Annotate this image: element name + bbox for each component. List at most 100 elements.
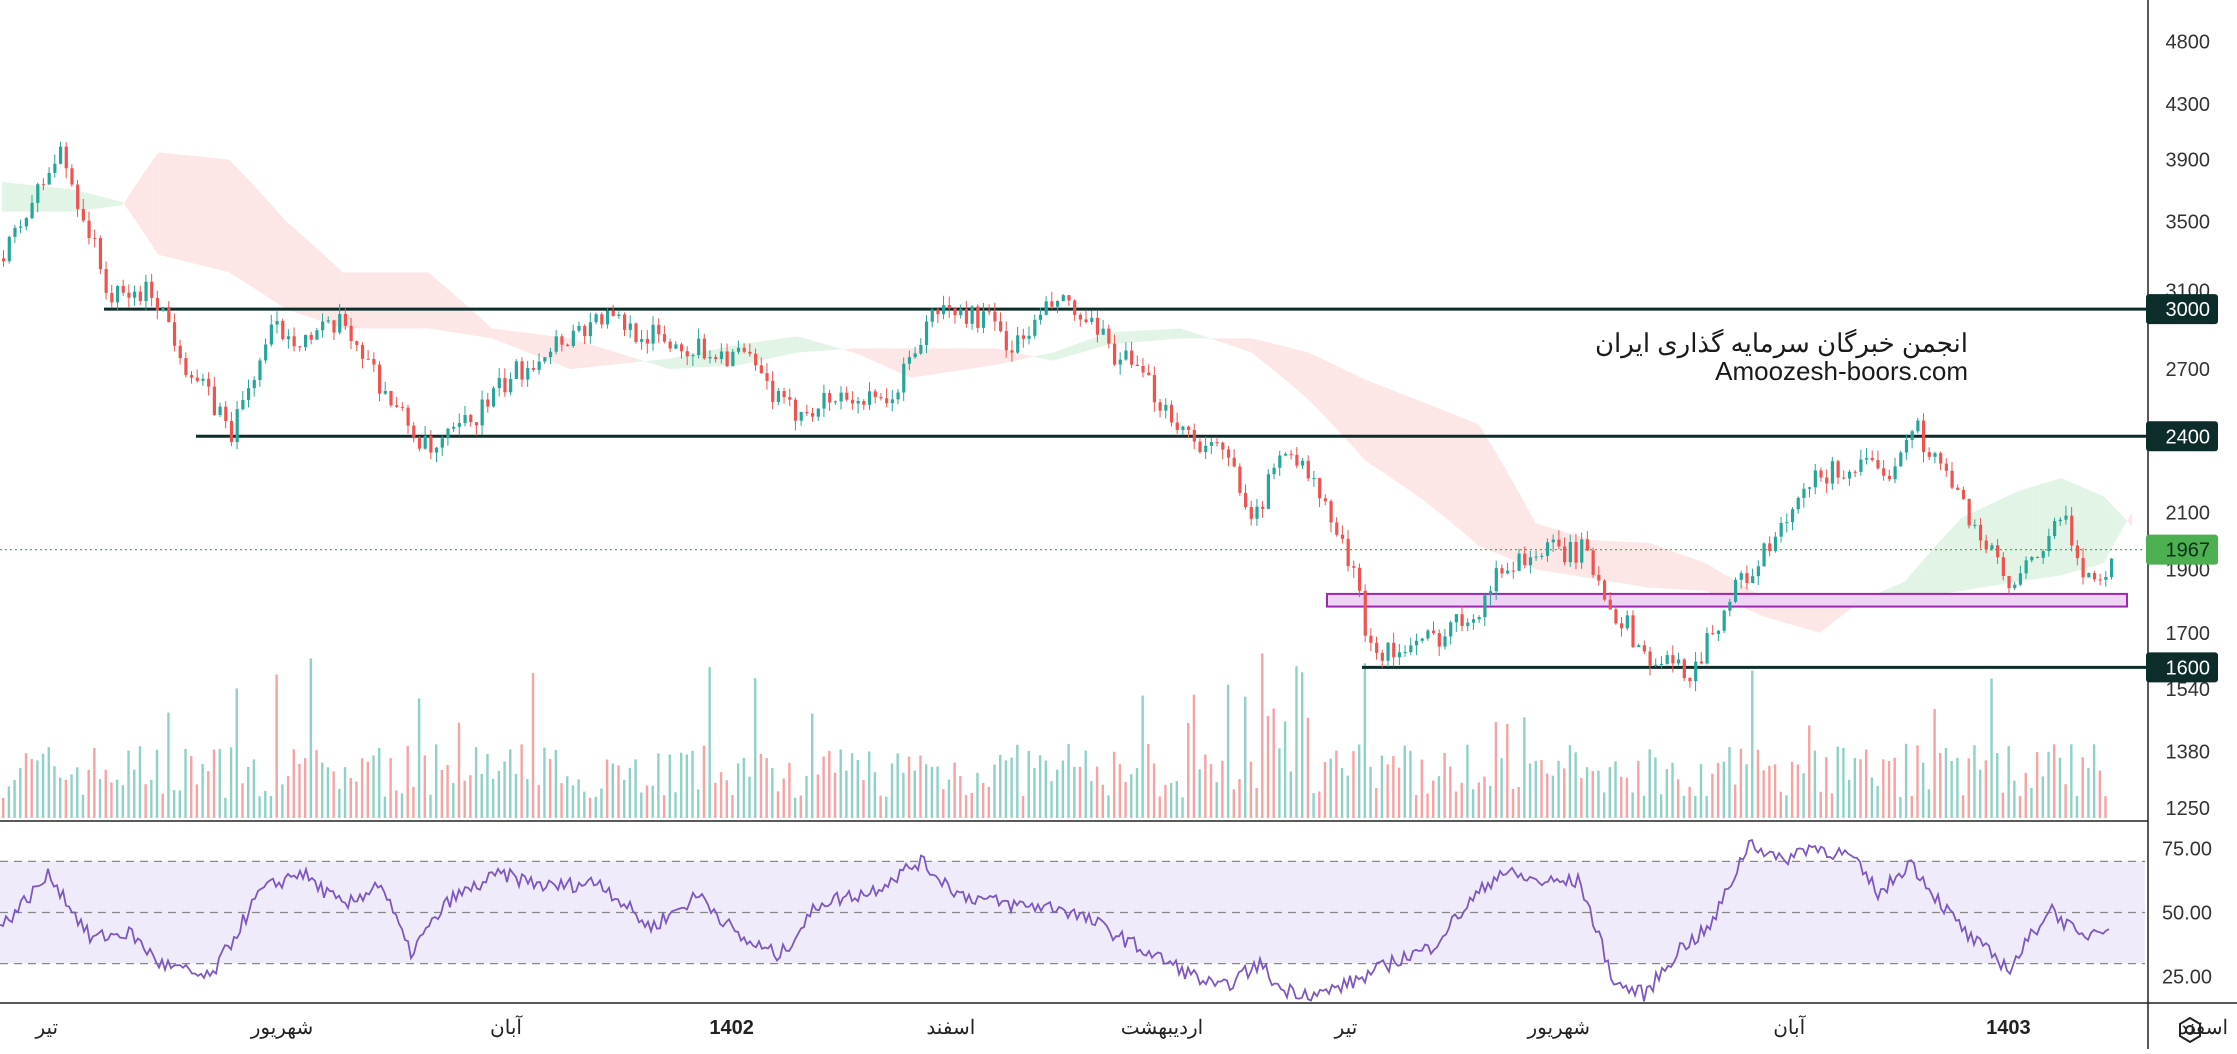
candle [2035, 556, 2040, 559]
candle [930, 307, 934, 328]
candle-body [1534, 556, 1538, 558]
volume-bar [1027, 750, 1030, 818]
candle-body [1004, 331, 1008, 351]
cloud-segment [740, 343, 750, 365]
candle-body [144, 281, 148, 302]
hexagon-gear-icon [2179, 1016, 2201, 1044]
cloud-segment [61, 188, 73, 212]
candle-body [1221, 442, 1225, 450]
candle [429, 430, 433, 460]
volume-bar [1978, 769, 1982, 818]
volume-bar [167, 712, 170, 818]
volume-bar [1124, 782, 1127, 818]
candle [2070, 506, 2074, 552]
candle [1477, 615, 1481, 624]
candle-body [1899, 452, 1903, 467]
candle-body [640, 338, 644, 342]
candle-body [1876, 460, 1880, 469]
price-tick-label: 1380 [2166, 742, 2211, 764]
volume-bar [1608, 767, 1612, 818]
candle [87, 211, 91, 245]
volume-bar [1996, 753, 1999, 818]
candle [782, 387, 786, 404]
candle-body [822, 392, 826, 409]
candle-body [1363, 590, 1367, 636]
candle-body [1414, 640, 1419, 646]
volume-bar [1694, 795, 1697, 818]
candle-body [970, 306, 974, 324]
volume-bar [1198, 769, 1201, 818]
candle-body [161, 307, 165, 311]
volume-bar [1876, 786, 1879, 818]
volume-bar [981, 782, 985, 818]
candle-body [491, 388, 496, 407]
candle [326, 316, 330, 324]
volume-bar [754, 678, 757, 818]
volume-bar [1688, 786, 1691, 818]
volume-bar [178, 790, 182, 818]
date-tick-label: اردیبهشت [1121, 1017, 1203, 1039]
cloud-segment [1204, 336, 1217, 341]
horizontal-levels[interactable] [0, 307, 2147, 669]
candle [805, 404, 809, 416]
volume-bar [1785, 795, 1788, 818]
candle [1921, 413, 1926, 463]
volume-bar [332, 771, 335, 818]
candle [1038, 307, 1043, 325]
candle [1107, 324, 1111, 349]
candle [1221, 441, 1225, 460]
candle [788, 388, 792, 407]
volume-bar [987, 786, 991, 818]
candle [1215, 438, 1219, 447]
volume-bar [1711, 773, 1714, 818]
candle-body [1067, 295, 1071, 301]
cloud-segment [1289, 347, 1299, 392]
candle [651, 316, 655, 351]
candle [127, 284, 131, 308]
candle [1403, 645, 1407, 657]
settings-button[interactable] [2175, 1015, 2205, 1045]
candle-body [1033, 319, 1037, 336]
candle-body [1631, 615, 1635, 648]
candle [1659, 656, 1664, 669]
candle-body [292, 336, 296, 347]
cloud-segment [371, 272, 386, 329]
candle [480, 390, 484, 435]
candle-body [1648, 651, 1652, 666]
candle-body [1893, 466, 1897, 480]
candle-body [1352, 566, 1356, 568]
cloud-segment [2032, 484, 2040, 580]
cloud-segment [122, 196, 129, 211]
volume-bar [1454, 791, 1458, 818]
volume-bar [685, 754, 689, 818]
cloud-segment [996, 348, 1006, 365]
candle [2098, 573, 2102, 586]
candle [617, 311, 621, 319]
candle-body [104, 269, 108, 293]
candle-body [571, 330, 575, 347]
volume-bar [1255, 787, 1258, 818]
candle-body [537, 361, 541, 370]
candle [1756, 560, 1760, 585]
volume-bar [1990, 678, 1993, 818]
candle-body [657, 324, 661, 335]
candle [1067, 295, 1071, 307]
cloud-segment [872, 348, 883, 365]
volume-bar [1323, 762, 1327, 818]
candle [1090, 310, 1094, 325]
candle [731, 348, 735, 367]
support-zone[interactable] [1326, 592, 2128, 608]
candle [628, 315, 632, 338]
volume-bar [321, 762, 324, 818]
cloud-segment [2039, 482, 2047, 579]
volume-bar [1899, 796, 1902, 818]
candle-body [469, 415, 473, 423]
volume-bar [400, 793, 404, 818]
candle-body [1329, 501, 1333, 523]
volume-bar [98, 779, 102, 818]
level-tag-label: 1600 [2166, 657, 2211, 679]
candle-body [1790, 509, 1795, 523]
cloud-segment [428, 272, 439, 331]
